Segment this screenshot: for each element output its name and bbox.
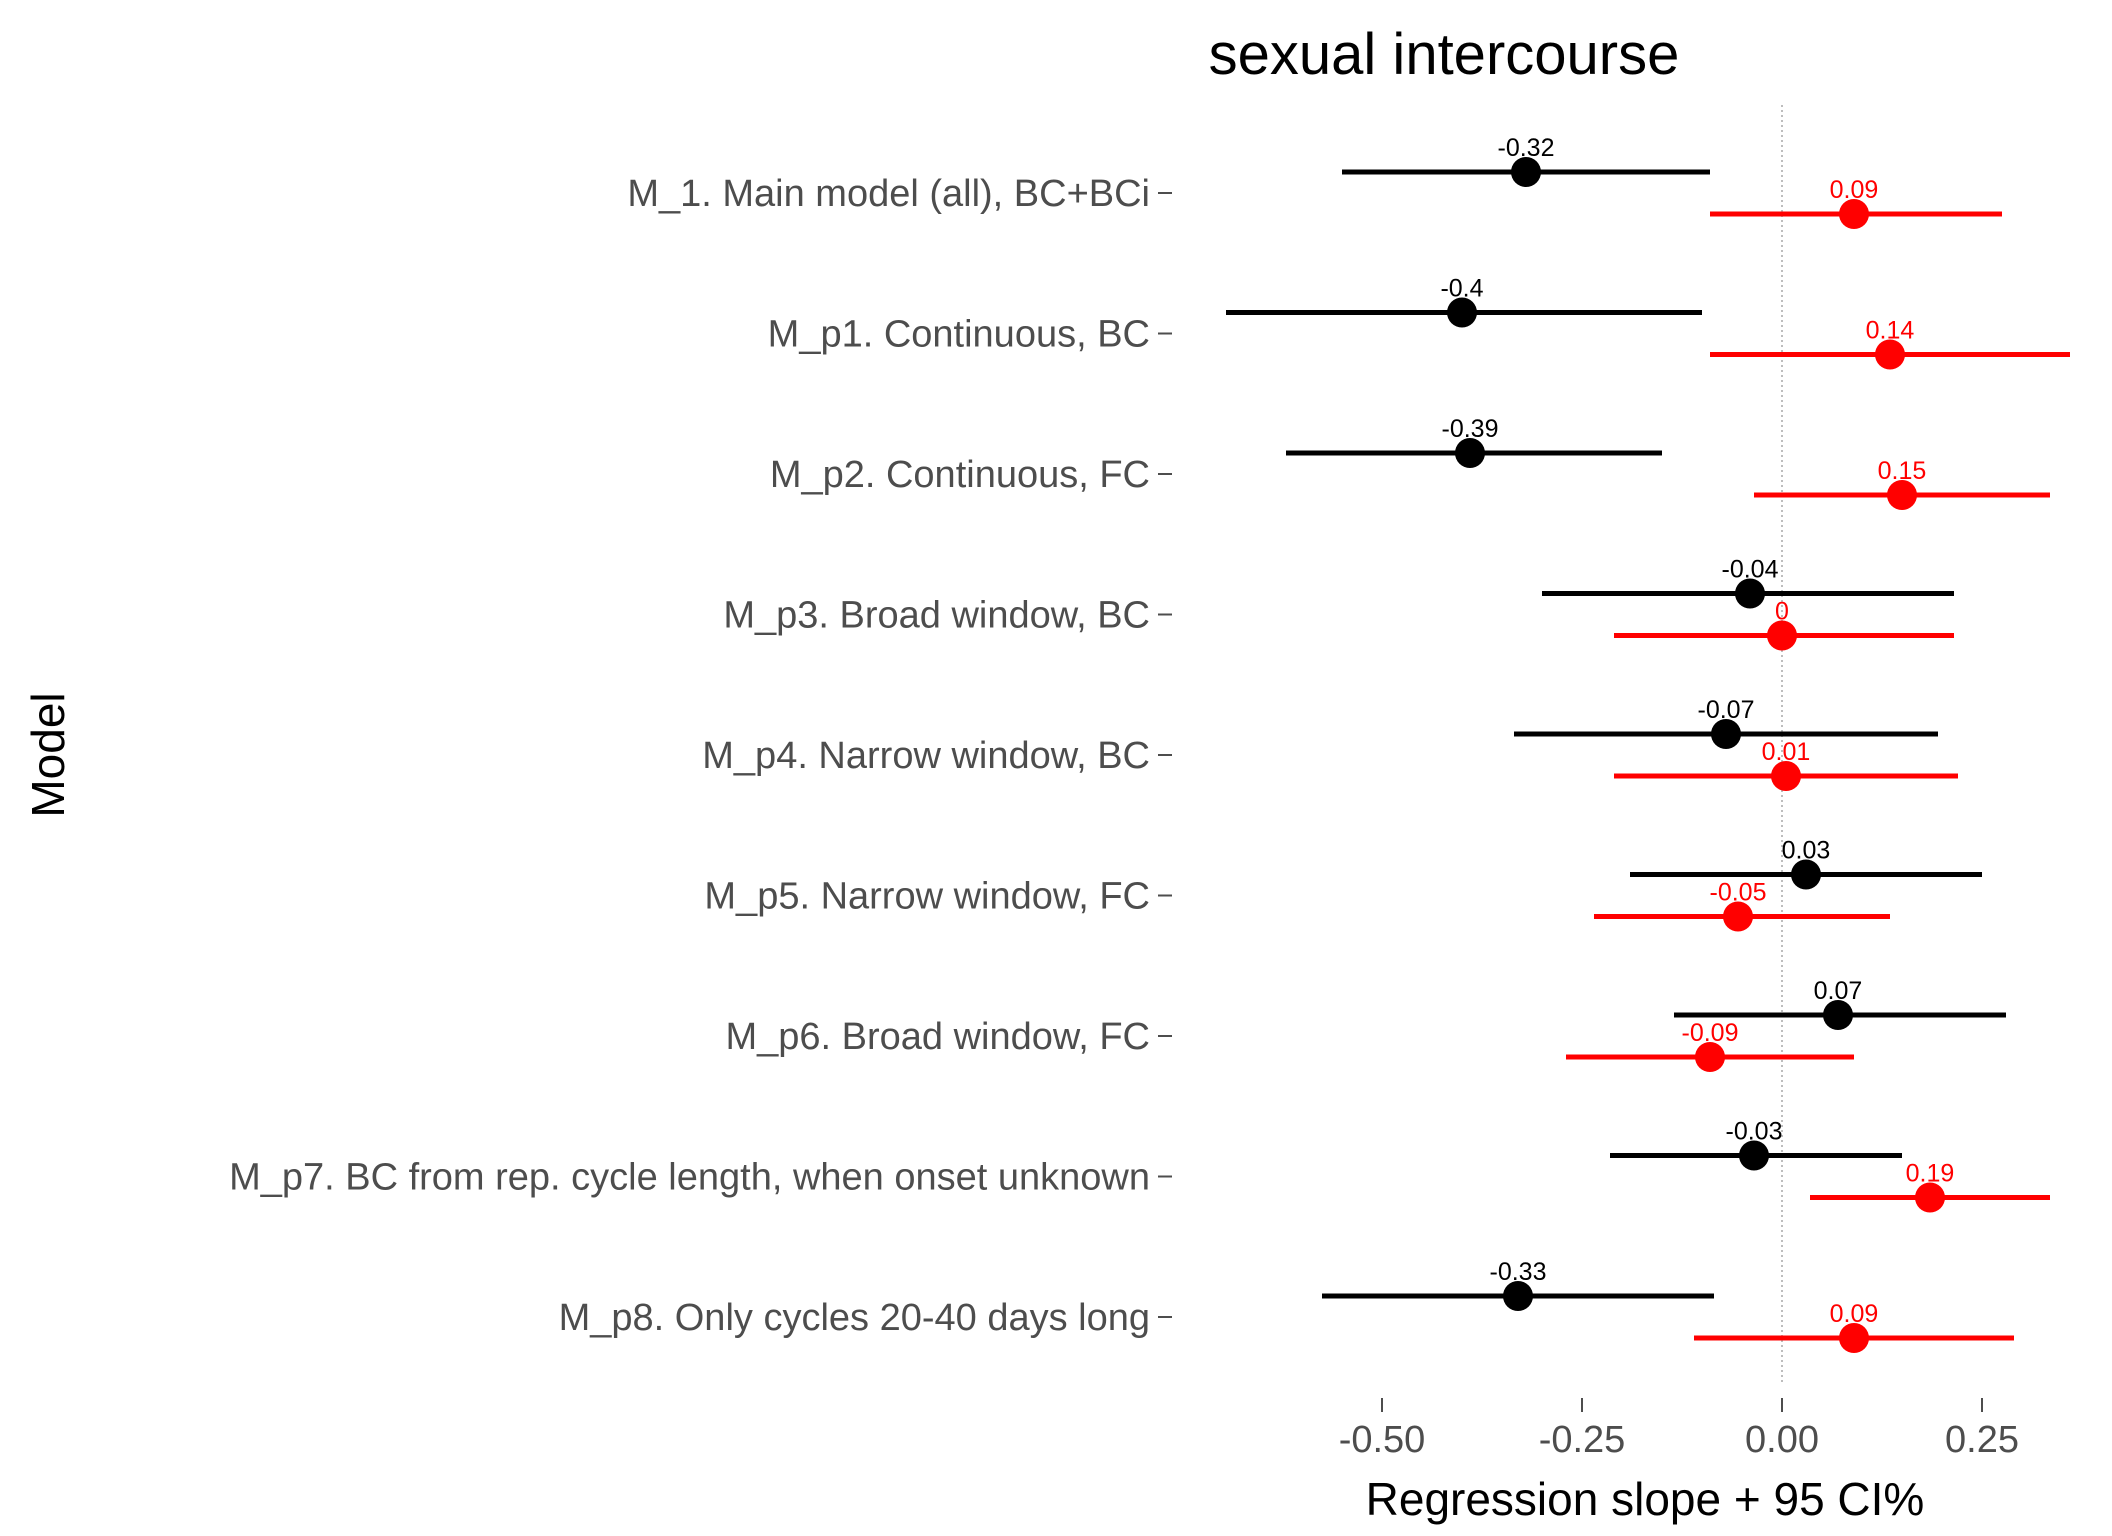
red-point-estimate	[1767, 620, 1797, 651]
black-point-estimate	[1455, 438, 1485, 468]
y-axis-title: Model	[22, 692, 74, 817]
model-label: M_p1. Continuous, BC	[768, 314, 1150, 356]
red-data-label: -0.05	[1710, 879, 1767, 907]
black-data-label: -0.33	[1490, 1258, 1547, 1286]
black-data-label: -0.04	[1722, 556, 1779, 584]
red-data-label: 0.15	[1878, 457, 1927, 485]
black-data-label: -0.4	[1440, 275, 1483, 303]
red-data-label: 0.01	[1762, 738, 1811, 766]
red-point-estimate	[1839, 199, 1869, 229]
black-data-label: 0.03	[1782, 837, 1831, 865]
chart-title: sexual intercourse	[1209, 22, 1680, 87]
plot-marks: -0.320.09-0.40.14-0.390.15-0.040-0.070.0…	[1226, 134, 2070, 1353]
red-point-estimate	[1723, 901, 1753, 932]
black-point-estimate	[1739, 1140, 1769, 1171]
black-data-label: -0.32	[1498, 134, 1555, 162]
black-point-estimate	[1711, 719, 1741, 749]
red-point-estimate	[1839, 1323, 1869, 1353]
black-data-label: -0.07	[1698, 696, 1755, 724]
black-point-estimate	[1823, 1000, 1853, 1030]
model-label: M_p3. Broad window, BC	[723, 595, 1150, 637]
model-label: M_1. Main model (all), BC+BCi	[627, 173, 1150, 215]
x-tick-label: -0.25	[1539, 1419, 1626, 1461]
black-data-label: 0.07	[1814, 977, 1863, 1005]
red-data-label: -0.09	[1682, 1019, 1739, 1047]
red-data-label: 0.09	[1830, 1300, 1879, 1328]
black-point-estimate	[1447, 297, 1477, 328]
red-data-label: 0.19	[1906, 1160, 1955, 1188]
red-data-label: 0	[1775, 598, 1789, 626]
black-point-estimate	[1735, 578, 1765, 609]
x-tick-label: -0.50	[1339, 1419, 1426, 1461]
black-data-label: -0.03	[1726, 1118, 1783, 1146]
model-label: M_p6. Broad window, FC	[725, 1016, 1150, 1058]
red-point-estimate	[1771, 761, 1801, 791]
model-label: M_p8. Only cycles 20-40 days long	[559, 1297, 1150, 1339]
black-point-estimate	[1511, 157, 1541, 187]
x-tick-label: 0.00	[1745, 1419, 1819, 1461]
black-data-label: -0.39	[1442, 415, 1499, 443]
model-label: M_p4. Narrow window, BC	[702, 735, 1150, 777]
red-point-estimate	[1875, 339, 1905, 370]
y-axis: M_1. Main model (all), BC+BCi M_p1. Conti…	[229, 173, 1172, 1339]
red-data-label: 0.09	[1830, 176, 1879, 204]
red-point-estimate	[1915, 1182, 1945, 1213]
x-axis: -0.50 -0.25 0.00 0.25	[1339, 1398, 2019, 1461]
red-point-estimate	[1695, 1042, 1725, 1072]
x-axis-title: Regression slope + 95 CI%	[1366, 1473, 1925, 1525]
black-point-estimate	[1791, 859, 1821, 890]
red-data-label: 0.14	[1866, 317, 1915, 345]
model-label: M_p2. Continuous, FC	[770, 454, 1150, 496]
model-label: M_p5. Narrow window, FC	[704, 876, 1150, 918]
model-label: M_p7. BC from rep. cycle length, when on…	[229, 1157, 1150, 1199]
x-tick-label: 0.25	[1945, 1419, 2019, 1461]
black-point-estimate	[1503, 1281, 1533, 1311]
red-point-estimate	[1887, 480, 1917, 510]
